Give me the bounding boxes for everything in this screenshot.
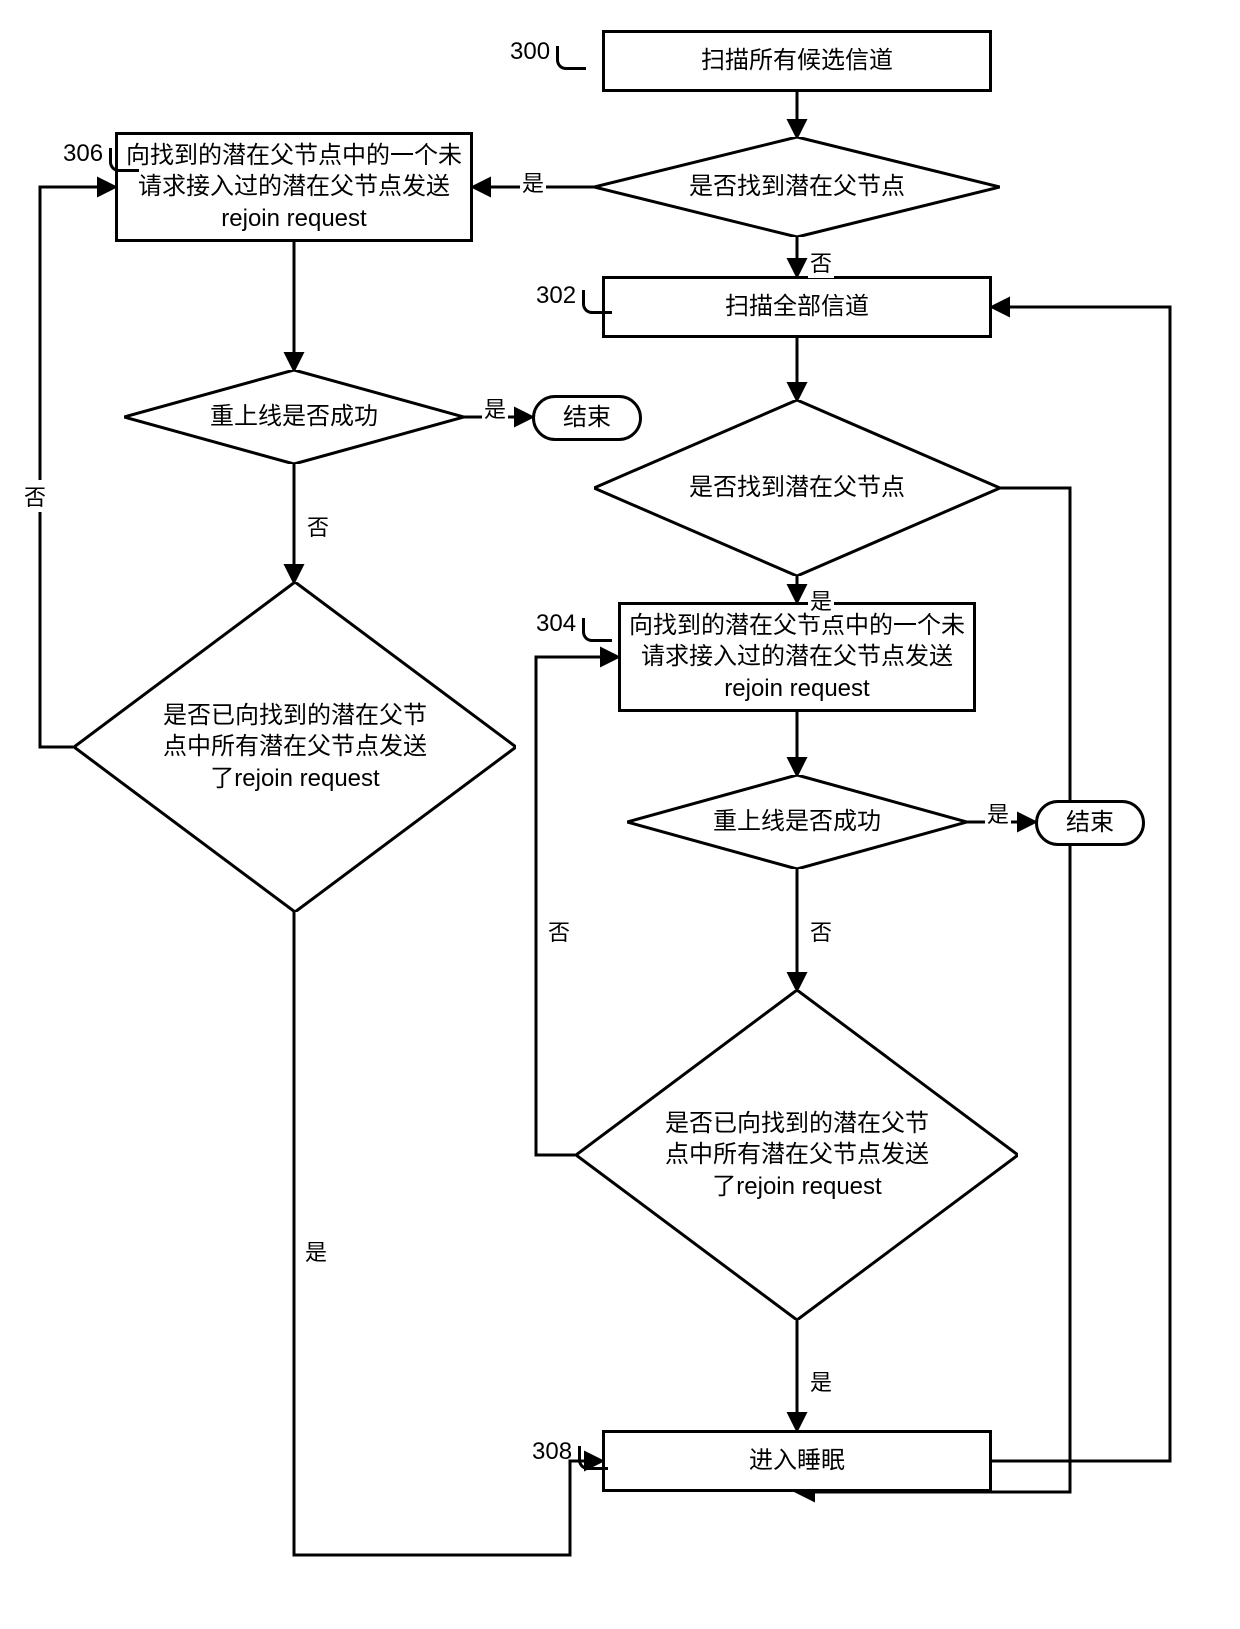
t2: 结束 <box>1035 800 1145 846</box>
edge-label-5: 否 <box>305 510 331 542</box>
d3: 是否已向找到的潜在父节点中所有潜在父节点发送了rejoin request <box>74 582 516 912</box>
edge-label-6: 否 <box>22 480 48 512</box>
edge-label-9-text: 是 <box>810 589 832 614</box>
ref-r308: 308 <box>532 1438 572 1466</box>
edge-label-4-text: 是 <box>484 397 506 422</box>
n300-label: 扫描所有候选信道 <box>701 45 893 76</box>
d2-label: 重上线是否成功 <box>210 401 378 432</box>
edge <box>992 307 1170 1461</box>
edge-label-1-text: 是 <box>522 171 544 196</box>
edge-label-11: 是 <box>985 797 1011 829</box>
ref-r300: 300 <box>510 38 550 66</box>
edge-label-14-text: 是 <box>810 1370 832 1395</box>
d2: 重上线是否成功 <box>124 370 464 464</box>
edge-label-14: 是 <box>808 1365 834 1397</box>
edge-label-7: 是 <box>303 1235 329 1267</box>
ref-mark-m304 <box>582 618 612 642</box>
d4-label: 是否找到潜在父节点 <box>689 472 905 503</box>
ref-mark-m302 <box>582 290 612 314</box>
n306: 向找到的潜在父节点中的一个未请求接入过的潜在父节点发送rejoin reques… <box>115 132 473 242</box>
edge-label-12: 否 <box>808 915 834 947</box>
edge-label-13: 否 <box>546 915 572 947</box>
edge-label-11-text: 是 <box>987 802 1009 827</box>
ref-r302-text: 302 <box>536 282 576 309</box>
d4: 是否找到潜在父节点 <box>594 400 1000 576</box>
edge-label-5-text: 否 <box>307 515 329 540</box>
d5-label: 重上线是否成功 <box>713 806 881 837</box>
ref-r300-text: 300 <box>510 38 550 65</box>
ref-r304-text: 304 <box>536 610 576 637</box>
edge-label-2: 否 <box>808 246 834 278</box>
ref-r306-text: 306 <box>63 140 103 167</box>
n302: 扫描全部信道 <box>602 276 992 338</box>
ref-mark-m300 <box>556 46 586 70</box>
edge-label-1: 是 <box>520 166 546 198</box>
d1: 是否找到潜在父节点 <box>594 137 1000 237</box>
ref-r308-text: 308 <box>532 1438 572 1465</box>
n306-label: 向找到的潜在父节点中的一个未请求接入过的潜在父节点发送rejoin reques… <box>118 140 470 234</box>
edge-label-7-text: 是 <box>305 1240 327 1265</box>
d6-label: 是否已向找到的潜在父节点中所有潜在父节点发送了rejoin request <box>656 1108 939 1202</box>
edge-label-12-text: 否 <box>810 920 832 945</box>
ref-r304: 304 <box>536 610 576 638</box>
n304-label: 向找到的潜在父节点中的一个未请求接入过的潜在父节点发送rejoin reques… <box>621 610 973 704</box>
edge-label-13-text: 否 <box>548 920 570 945</box>
n308: 进入睡眠 <box>602 1430 992 1492</box>
ref-mark-m308 <box>578 1446 608 1470</box>
edge-label-4: 是 <box>482 392 508 424</box>
n302-label: 扫描全部信道 <box>725 291 869 322</box>
ref-r302: 302 <box>536 282 576 310</box>
edge-label-2-text: 否 <box>810 251 832 276</box>
edge-label-9: 是 <box>808 584 834 616</box>
n300: 扫描所有候选信道 <box>602 30 992 92</box>
edge-label-6-text: 否 <box>24 485 46 510</box>
ref-r306: 306 <box>63 140 103 168</box>
n304: 向找到的潜在父节点中的一个未请求接入过的潜在父节点发送rejoin reques… <box>618 602 976 712</box>
d5: 重上线是否成功 <box>627 775 967 869</box>
d1-label: 是否找到潜在父节点 <box>689 171 905 202</box>
d3-label: 是否已向找到的潜在父节点中所有潜在父节点发送了rejoin request <box>154 700 437 794</box>
n308-label: 进入睡眠 <box>749 1445 845 1476</box>
t2-label: 结束 <box>1066 807 1114 838</box>
d6: 是否已向找到的潜在父节点中所有潜在父节点发送了rejoin request <box>576 990 1018 1320</box>
ref-mark-m306 <box>109 148 139 172</box>
